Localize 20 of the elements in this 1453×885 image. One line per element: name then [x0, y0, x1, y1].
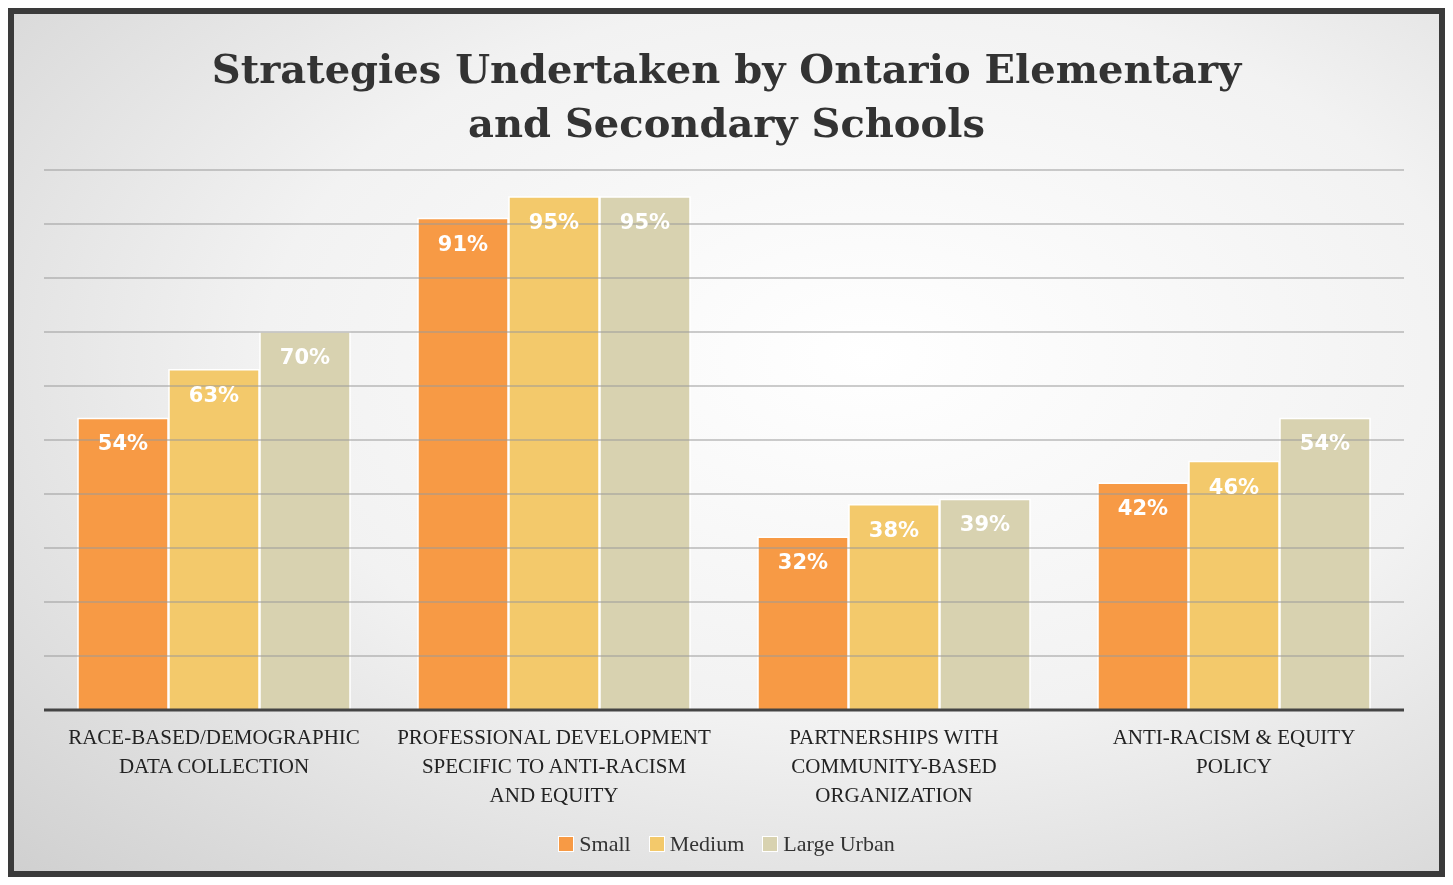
data-label: 95% — [528, 210, 580, 234]
legend-label: Large Urban — [783, 831, 895, 857]
data-label: 54% — [97, 431, 149, 456]
data-label: 70% — [279, 345, 331, 369]
data-label: 38% — [868, 517, 920, 542]
data-label: 91% — [437, 231, 489, 256]
data-label: 95% — [619, 210, 671, 234]
data-label: 63% — [188, 382, 240, 407]
data-label: 32% — [777, 550, 829, 575]
data-label: 46% — [1208, 474, 1260, 499]
x-tick-label: PROFESSIONAL DEVELOPMENT SPECIFIC TO ANTI-RACISM AND EQUITY — [397, 725, 711, 807]
legend-label: Medium — [669, 831, 745, 857]
x-tick-label: PARTNERSHIPS WITH COMMUNITY-BASED ORGANIZATION — [789, 725, 999, 807]
legend-label: Small — [579, 831, 631, 857]
data-label: 54% — [1299, 431, 1351, 456]
chart-title: Strategies Undertaken by Ontario Elementary and Secondary Schools — [210, 44, 1244, 148]
x-tick-label: ANTI-RACISM & EQUITY POLICY — [1112, 725, 1356, 778]
data-label: 42% — [1117, 496, 1169, 521]
x-tick-label: RACE-BASED/DEMOGRAPHIC DATA COLLECTION — [68, 725, 360, 778]
data-label: 39% — [959, 512, 1011, 537]
